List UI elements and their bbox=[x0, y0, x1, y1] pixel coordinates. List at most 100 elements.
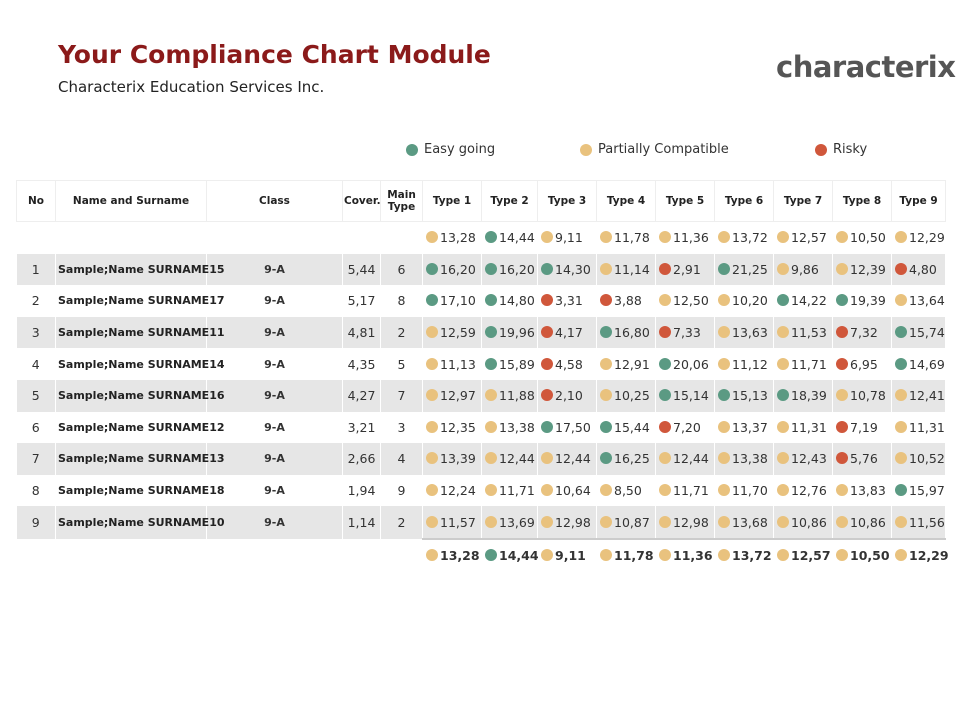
value: 12,44 bbox=[673, 451, 709, 467]
status-dot bbox=[836, 452, 848, 465]
status-dot bbox=[541, 484, 553, 497]
value-cell: 3,88 bbox=[596, 285, 656, 317]
status-dot bbox=[426, 515, 438, 528]
status-dot bbox=[718, 452, 730, 465]
value-cell: 14,80 bbox=[481, 285, 538, 317]
value: 17,50 bbox=[555, 419, 591, 435]
status-dot bbox=[659, 262, 671, 275]
main-type: 5 bbox=[380, 348, 423, 380]
subtitle: Characterix Education Services Inc. bbox=[58, 78, 325, 96]
value: 13,68 bbox=[732, 514, 768, 530]
status-dot bbox=[541, 549, 553, 562]
column-header: Type 1 bbox=[422, 180, 482, 222]
value: 14,44 bbox=[499, 230, 535, 246]
value: 19,96 bbox=[499, 325, 535, 341]
status-dot bbox=[718, 420, 730, 433]
value-cell: 13,83 bbox=[832, 474, 892, 507]
name: Sample;Name SURNAME10 bbox=[55, 506, 225, 539]
value-cell: 13,72 bbox=[714, 537, 774, 572]
status-dot bbox=[600, 452, 612, 465]
value-cell: 12,50 bbox=[655, 285, 715, 317]
value-cell: 7,19 bbox=[832, 411, 892, 444]
value: 12,50 bbox=[673, 293, 709, 309]
status-dot bbox=[426, 420, 438, 433]
value: 2,91 bbox=[673, 261, 701, 277]
value-cell: 2,10 bbox=[537, 379, 597, 412]
column-header: Type 3 bbox=[537, 180, 597, 222]
cover: 4,35 bbox=[342, 348, 381, 380]
status-dot bbox=[659, 515, 671, 528]
status-dot bbox=[541, 294, 553, 307]
value: 14,44 bbox=[499, 548, 539, 564]
status-dot bbox=[426, 326, 438, 339]
value: 10,86 bbox=[791, 514, 827, 530]
value-cell: 13,64 bbox=[891, 285, 946, 317]
value-cell: 10,52 bbox=[891, 443, 946, 475]
average-row: 13,28 14,44 9,11 11,78 11,36 13,72 12,57 10,50 1… bbox=[16, 221, 946, 254]
value: 8,50 bbox=[614, 483, 642, 499]
value: 9,11 bbox=[555, 230, 583, 246]
value: 6,95 bbox=[850, 356, 878, 372]
value: 13,72 bbox=[732, 230, 768, 246]
value-cell: 10,86 bbox=[773, 506, 833, 539]
value-cell: 14,44 bbox=[481, 221, 538, 254]
cover: 5,44 bbox=[342, 253, 381, 286]
value: 14,22 bbox=[791, 293, 827, 309]
status-dot bbox=[485, 452, 497, 465]
name: Sample;Name SURNAME11 bbox=[55, 316, 225, 349]
status-dot bbox=[718, 389, 730, 402]
value-cell: 11,78 bbox=[596, 221, 656, 254]
value: 11,31 bbox=[909, 419, 945, 435]
value-cell: 12,24 bbox=[422, 474, 482, 507]
value: 4,80 bbox=[909, 261, 937, 277]
status-dot bbox=[541, 357, 553, 370]
value: 11,12 bbox=[732, 356, 768, 372]
value: 12,39 bbox=[850, 261, 886, 277]
value-cell: 7,32 bbox=[832, 316, 892, 349]
compliance-table: No Name and Surname Class Cover. Main Type Ty… bbox=[16, 180, 949, 572]
value: 10,25 bbox=[614, 388, 650, 404]
value-cell: 5,76 bbox=[832, 443, 892, 475]
value-cell: 9,11 bbox=[537, 537, 597, 572]
status-dot bbox=[895, 294, 907, 307]
title: Your Compliance Chart Module bbox=[58, 40, 491, 69]
value: 15,89 bbox=[499, 356, 535, 372]
value-cell: 12,98 bbox=[537, 506, 597, 539]
status-dot bbox=[777, 389, 789, 402]
student-row: 4 Sample;Name SURNAME14 9-A 4,35 5 11,13 15,89… bbox=[16, 348, 946, 380]
student-row: 3 Sample;Name SURNAME11 9-A 4,81 2 12,59 19,96… bbox=[16, 316, 946, 349]
value: 7,20 bbox=[673, 419, 701, 435]
class: 9-A bbox=[206, 379, 343, 412]
header-row: No Name and Surname Class Cover. Main Type Ty… bbox=[16, 180, 946, 222]
status-dot bbox=[777, 294, 789, 307]
value: 4,58 bbox=[555, 356, 583, 372]
class: 9-A bbox=[206, 506, 343, 539]
value-cell: 7,20 bbox=[655, 411, 715, 444]
status-dot bbox=[541, 231, 553, 244]
value: 10,52 bbox=[909, 451, 945, 467]
value-cell: 12,91 bbox=[596, 348, 656, 380]
status-dot bbox=[777, 262, 789, 275]
value: 11,88 bbox=[499, 388, 535, 404]
value-cell: 11,71 bbox=[773, 348, 833, 380]
legend-dot bbox=[580, 143, 592, 156]
status-dot bbox=[777, 549, 789, 562]
status-dot bbox=[659, 452, 671, 465]
column-header: Main Type bbox=[380, 180, 423, 222]
status-dot bbox=[836, 326, 848, 339]
status-dot bbox=[426, 549, 438, 562]
column-header: Type 8 bbox=[832, 180, 892, 222]
status-dot bbox=[541, 515, 553, 528]
student-row: 5 Sample;Name SURNAME16 9-A 4,27 7 12,97 11,88… bbox=[16, 379, 946, 412]
value-cell: 8,50 bbox=[596, 474, 656, 507]
value: 15,13 bbox=[732, 388, 768, 404]
student-row: 9 Sample;Name SURNAME10 9-A 1,14 2 11,57 13,69… bbox=[16, 506, 946, 539]
status-dot bbox=[895, 420, 907, 433]
value-cell: 12,76 bbox=[773, 474, 833, 507]
value-cell: 11,13 bbox=[422, 348, 482, 380]
value: 11,78 bbox=[614, 548, 654, 564]
value: 12,59 bbox=[440, 325, 476, 341]
name: Sample;Name SURNAME17 bbox=[55, 285, 225, 317]
status-dot bbox=[659, 420, 671, 433]
status-dot bbox=[718, 549, 730, 562]
